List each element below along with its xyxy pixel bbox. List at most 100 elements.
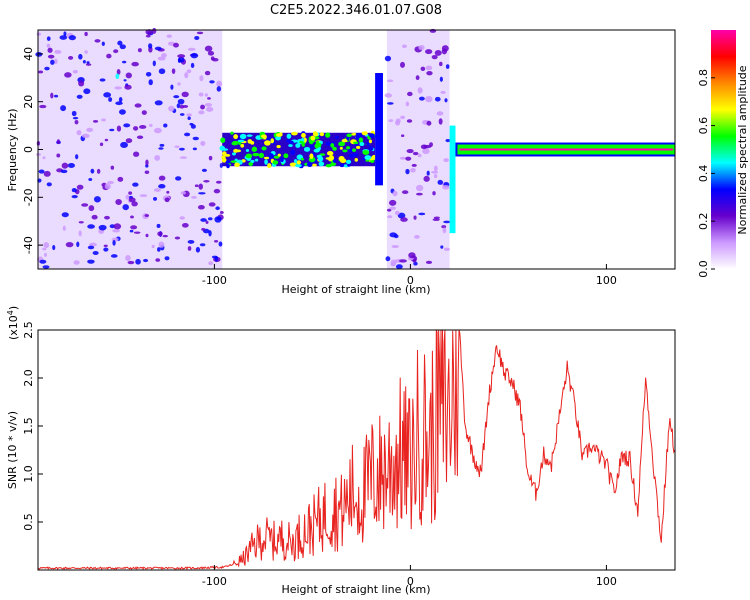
spectrogram-noise-blob — [145, 71, 152, 77]
spectrogram-noise-blob — [42, 265, 50, 269]
spectrogram-band-blob — [232, 140, 239, 144]
spectrogram-noise-blob — [137, 48, 142, 53]
spectrogram-noise-blob — [190, 62, 195, 68]
spectrogram-noise-region — [38, 30, 223, 269]
spectrogram-band-blob — [234, 162, 240, 167]
spectrogram-noise-blob — [109, 128, 115, 132]
spectrogram-band-blob — [277, 153, 281, 157]
snr-y-axis-label: SNR (10 * v/v) — [6, 411, 19, 489]
spectrogram-band-blob — [318, 161, 325, 167]
spectrogram-noise-blob — [133, 126, 139, 131]
spectrogram-noise-blob — [71, 195, 78, 199]
spectrogram-band-blob — [309, 144, 315, 149]
spectrogram-noise-blob — [92, 250, 99, 255]
spectrogram-noise-blob — [36, 153, 41, 156]
spectrogram-noise-blob — [78, 230, 82, 237]
spectrogram-noise-blob — [406, 119, 413, 123]
spectrogram-band-blob — [220, 137, 226, 143]
spectrogram-noise-blob — [156, 247, 161, 252]
spectrogram-noise-blob — [71, 110, 77, 117]
spectrogram-noise-blob — [81, 203, 89, 207]
spectrogram-band-blob — [251, 146, 258, 152]
spectrogram-noise-blob — [92, 120, 99, 123]
spectrogram-noise-blob — [190, 52, 199, 59]
spectrogram-noise-blob — [216, 86, 222, 92]
spectrogram-noise-blob — [208, 261, 214, 266]
spectrogram-noise-blob — [389, 199, 397, 206]
spectrogram-band-blob — [352, 132, 357, 136]
spectrogram-noise-blob — [62, 225, 66, 231]
spectrogram-noise-blob — [205, 220, 209, 224]
spectrogram-noise-blob — [81, 133, 90, 139]
snr-y-multiplier-base: (x10 — [7, 315, 20, 340]
spectrogram-noise-blob — [115, 199, 122, 205]
snr-x-ticks: -100 0 100 — [202, 565, 617, 588]
spectrogram-noise-blob — [441, 45, 449, 52]
spectrogram-noise-blob — [113, 223, 122, 230]
spectrogram-band-blob — [301, 143, 306, 147]
spectrogram-noise-blob — [198, 192, 206, 195]
spectrogram-y-tick-label: 20 — [22, 95, 35, 109]
spectrogram-noise-blob — [399, 61, 405, 68]
spectrogram-noise-blob — [101, 118, 106, 122]
spectrogram-noise-blob — [153, 127, 162, 134]
spectrogram-noise-blob — [392, 190, 398, 197]
spectrogram-noise-blob — [127, 260, 135, 265]
spectrogram-noise-blob — [418, 44, 425, 51]
spectrogram-band-blob — [303, 137, 307, 143]
spectrogram-band-blob — [358, 137, 364, 143]
spectrogram-noise-blob — [82, 59, 86, 64]
spectrogram-band-blob — [359, 142, 365, 147]
spectrogram-noise-blob — [415, 75, 420, 81]
spectrogram-noise-blob — [59, 35, 68, 40]
snr-y-tick-label: 1.0 — [22, 465, 35, 483]
spectrogram-band-blob — [368, 145, 374, 152]
spectrogram-noise-blob — [153, 188, 161, 192]
spectrogram-noise-region — [386, 30, 450, 269]
spectrogram-band-blob — [252, 152, 260, 157]
spectrogram-noise-blob — [54, 49, 62, 54]
spectrogram-band-blob — [345, 159, 352, 165]
spectrogram-noise-blob — [61, 212, 69, 218]
spectrogram-noise-blob — [114, 86, 122, 90]
spectrogram-noise-blob — [99, 78, 106, 82]
spectrogram-noise-blob — [189, 122, 194, 126]
spectrogram-noise-blob — [390, 259, 397, 266]
spectrogram-noise-blob — [125, 72, 132, 79]
spectrogram-noise-blob — [179, 216, 185, 220]
spectrogram-noise-blob — [200, 218, 207, 222]
spectrogram-noise-blob — [104, 183, 111, 190]
spectrogram-noise-blob — [437, 179, 444, 185]
spectrogram-noise-blob — [47, 47, 53, 53]
spectrogram-noise-blob — [145, 29, 154, 35]
spectrogram-noise-blob — [53, 94, 59, 98]
spectrogram-noise-blob — [445, 64, 450, 69]
spectrogram-noise-blob — [201, 227, 206, 231]
spectrogram-noise-blob — [215, 206, 220, 211]
spectrogram-noise-blob — [73, 260, 80, 265]
colorbar-tick-label: 0.0 — [697, 260, 710, 278]
spectrogram-noise-blob — [116, 68, 121, 75]
spectrogram-band-blob — [361, 131, 368, 136]
spectrogram-noise-blob — [154, 100, 163, 106]
spectrogram-noise-blob — [76, 94, 83, 99]
spectrogram-noise-blob — [89, 242, 97, 247]
spectrogram-noise-blob — [101, 41, 105, 46]
spectrogram-noise-blob — [200, 140, 206, 146]
spectrogram-band-blob — [235, 149, 242, 153]
spectrogram-noise-blob — [158, 175, 166, 181]
spectrogram-noise-blob — [192, 147, 197, 151]
spectrogram-noise-blob — [434, 96, 441, 102]
snr-x-tick-label: -100 — [202, 575, 227, 588]
spectrogram-band-blob — [346, 133, 353, 138]
spectrogram-x-tick-label: 0 — [407, 274, 414, 287]
spectrogram-noise-blob — [128, 191, 133, 195]
spectrogram-noise-blob — [426, 170, 430, 176]
spectrogram-noise-blob — [96, 168, 101, 174]
spectrogram-noise-blob — [442, 185, 450, 190]
spectrogram-band-blob — [326, 151, 334, 156]
spectrogram-band-blob — [248, 161, 254, 167]
spectrogram-noise-blob — [166, 34, 173, 38]
spectrogram-noise-blob — [134, 103, 142, 108]
spectrogram-band-blob — [309, 153, 314, 159]
